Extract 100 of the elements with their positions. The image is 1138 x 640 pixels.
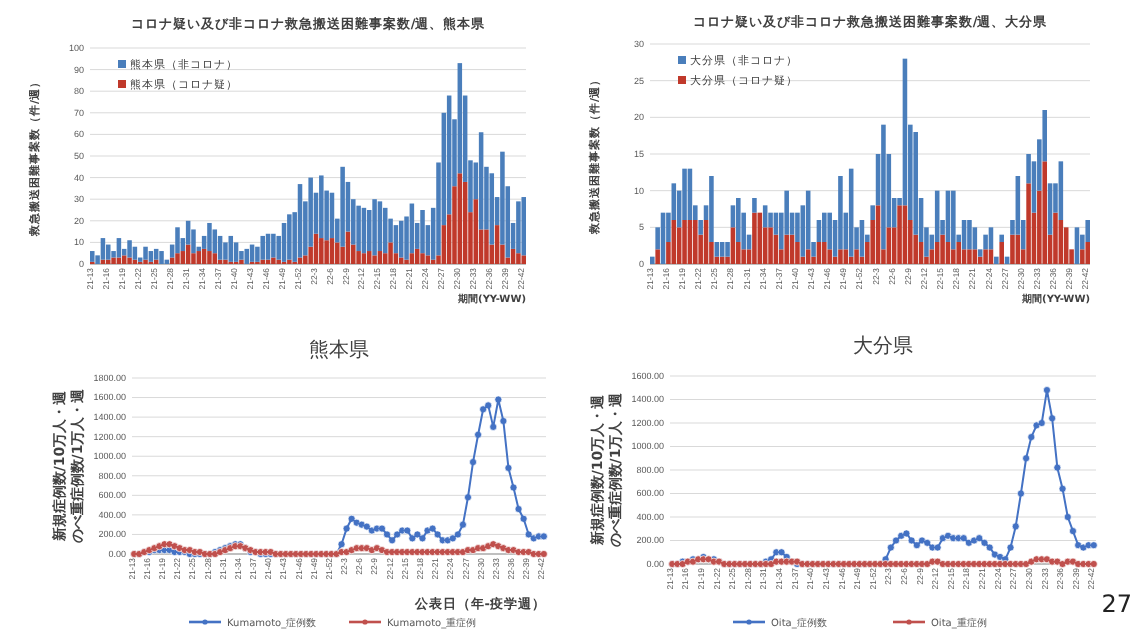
bar xyxy=(961,249,967,264)
bar xyxy=(356,205,361,252)
bar xyxy=(175,227,180,254)
bar xyxy=(303,255,308,264)
bar xyxy=(967,249,972,264)
bar xyxy=(148,251,154,262)
bar xyxy=(768,212,773,228)
bar xyxy=(372,255,377,264)
bar xyxy=(956,242,961,264)
bar xyxy=(650,256,655,264)
bar xyxy=(1085,242,1090,264)
bar xyxy=(1010,234,1015,264)
bar xyxy=(271,233,276,258)
bar xyxy=(752,198,757,213)
bar xyxy=(913,132,918,235)
bar xyxy=(308,177,313,247)
bar xyxy=(111,257,116,264)
bar xyxy=(983,234,988,250)
bar xyxy=(127,257,132,264)
bar xyxy=(719,242,725,257)
bar xyxy=(994,256,999,264)
bar xyxy=(843,249,849,264)
chart-title: 大分県 xyxy=(853,334,913,358)
bar xyxy=(191,253,196,264)
bar xyxy=(100,238,106,260)
bar xyxy=(838,176,843,250)
bar xyxy=(682,168,687,220)
bar xyxy=(516,201,521,254)
bar xyxy=(940,234,945,264)
bar xyxy=(521,197,526,256)
bar xyxy=(420,210,425,254)
bar xyxy=(784,234,789,264)
bar xyxy=(822,212,827,242)
bar xyxy=(340,166,345,247)
bar xyxy=(260,235,265,260)
bar xyxy=(972,249,978,264)
bar xyxy=(838,249,843,264)
bar xyxy=(827,249,832,264)
bar xyxy=(409,253,415,264)
bar xyxy=(159,251,164,264)
bar xyxy=(736,198,741,242)
bar xyxy=(967,220,972,250)
text: 27 xyxy=(1101,590,1132,618)
bar xyxy=(951,249,956,264)
bar xyxy=(897,205,902,264)
bar xyxy=(999,242,1004,264)
bar xyxy=(521,255,526,264)
bar xyxy=(388,242,393,264)
bar xyxy=(233,242,239,262)
bar xyxy=(854,249,859,264)
bar xyxy=(1026,183,1031,264)
bar xyxy=(484,229,489,264)
bar xyxy=(319,238,324,264)
bar xyxy=(175,253,180,264)
chart-title: 熊本県 xyxy=(309,338,369,362)
bar xyxy=(988,249,994,264)
bar xyxy=(271,257,276,264)
bar xyxy=(228,235,234,262)
bar xyxy=(153,248,159,260)
bar xyxy=(693,220,698,264)
bar xyxy=(516,253,521,264)
bar xyxy=(105,244,111,260)
bar xyxy=(382,207,388,254)
bar xyxy=(714,242,720,257)
bar xyxy=(361,253,367,264)
bar xyxy=(127,240,132,258)
bar xyxy=(319,175,324,239)
bar xyxy=(1085,220,1090,242)
bar xyxy=(420,253,425,264)
bar xyxy=(212,253,218,264)
bar xyxy=(1042,161,1047,264)
bar xyxy=(983,249,988,264)
bar xyxy=(655,249,660,264)
bar xyxy=(999,234,1004,242)
bar xyxy=(121,255,127,264)
bar xyxy=(335,242,340,264)
bar xyxy=(881,124,886,250)
bar xyxy=(682,220,687,264)
bar xyxy=(372,199,377,256)
bar xyxy=(951,190,956,250)
bar xyxy=(698,220,703,235)
bar xyxy=(709,176,714,242)
bar xyxy=(116,238,122,258)
bar xyxy=(929,249,935,264)
bar xyxy=(870,205,875,220)
bar xyxy=(977,249,983,257)
bar xyxy=(1053,212,1058,264)
bar xyxy=(191,229,196,254)
bar xyxy=(795,242,800,264)
bar xyxy=(805,249,811,264)
bar xyxy=(356,251,361,264)
bar xyxy=(822,242,827,264)
bar xyxy=(244,248,250,264)
bar xyxy=(827,212,832,250)
bar xyxy=(752,212,757,264)
bar xyxy=(725,242,730,257)
bar xyxy=(768,227,773,264)
bar xyxy=(207,251,212,264)
bar xyxy=(207,222,212,252)
bar xyxy=(90,251,95,262)
